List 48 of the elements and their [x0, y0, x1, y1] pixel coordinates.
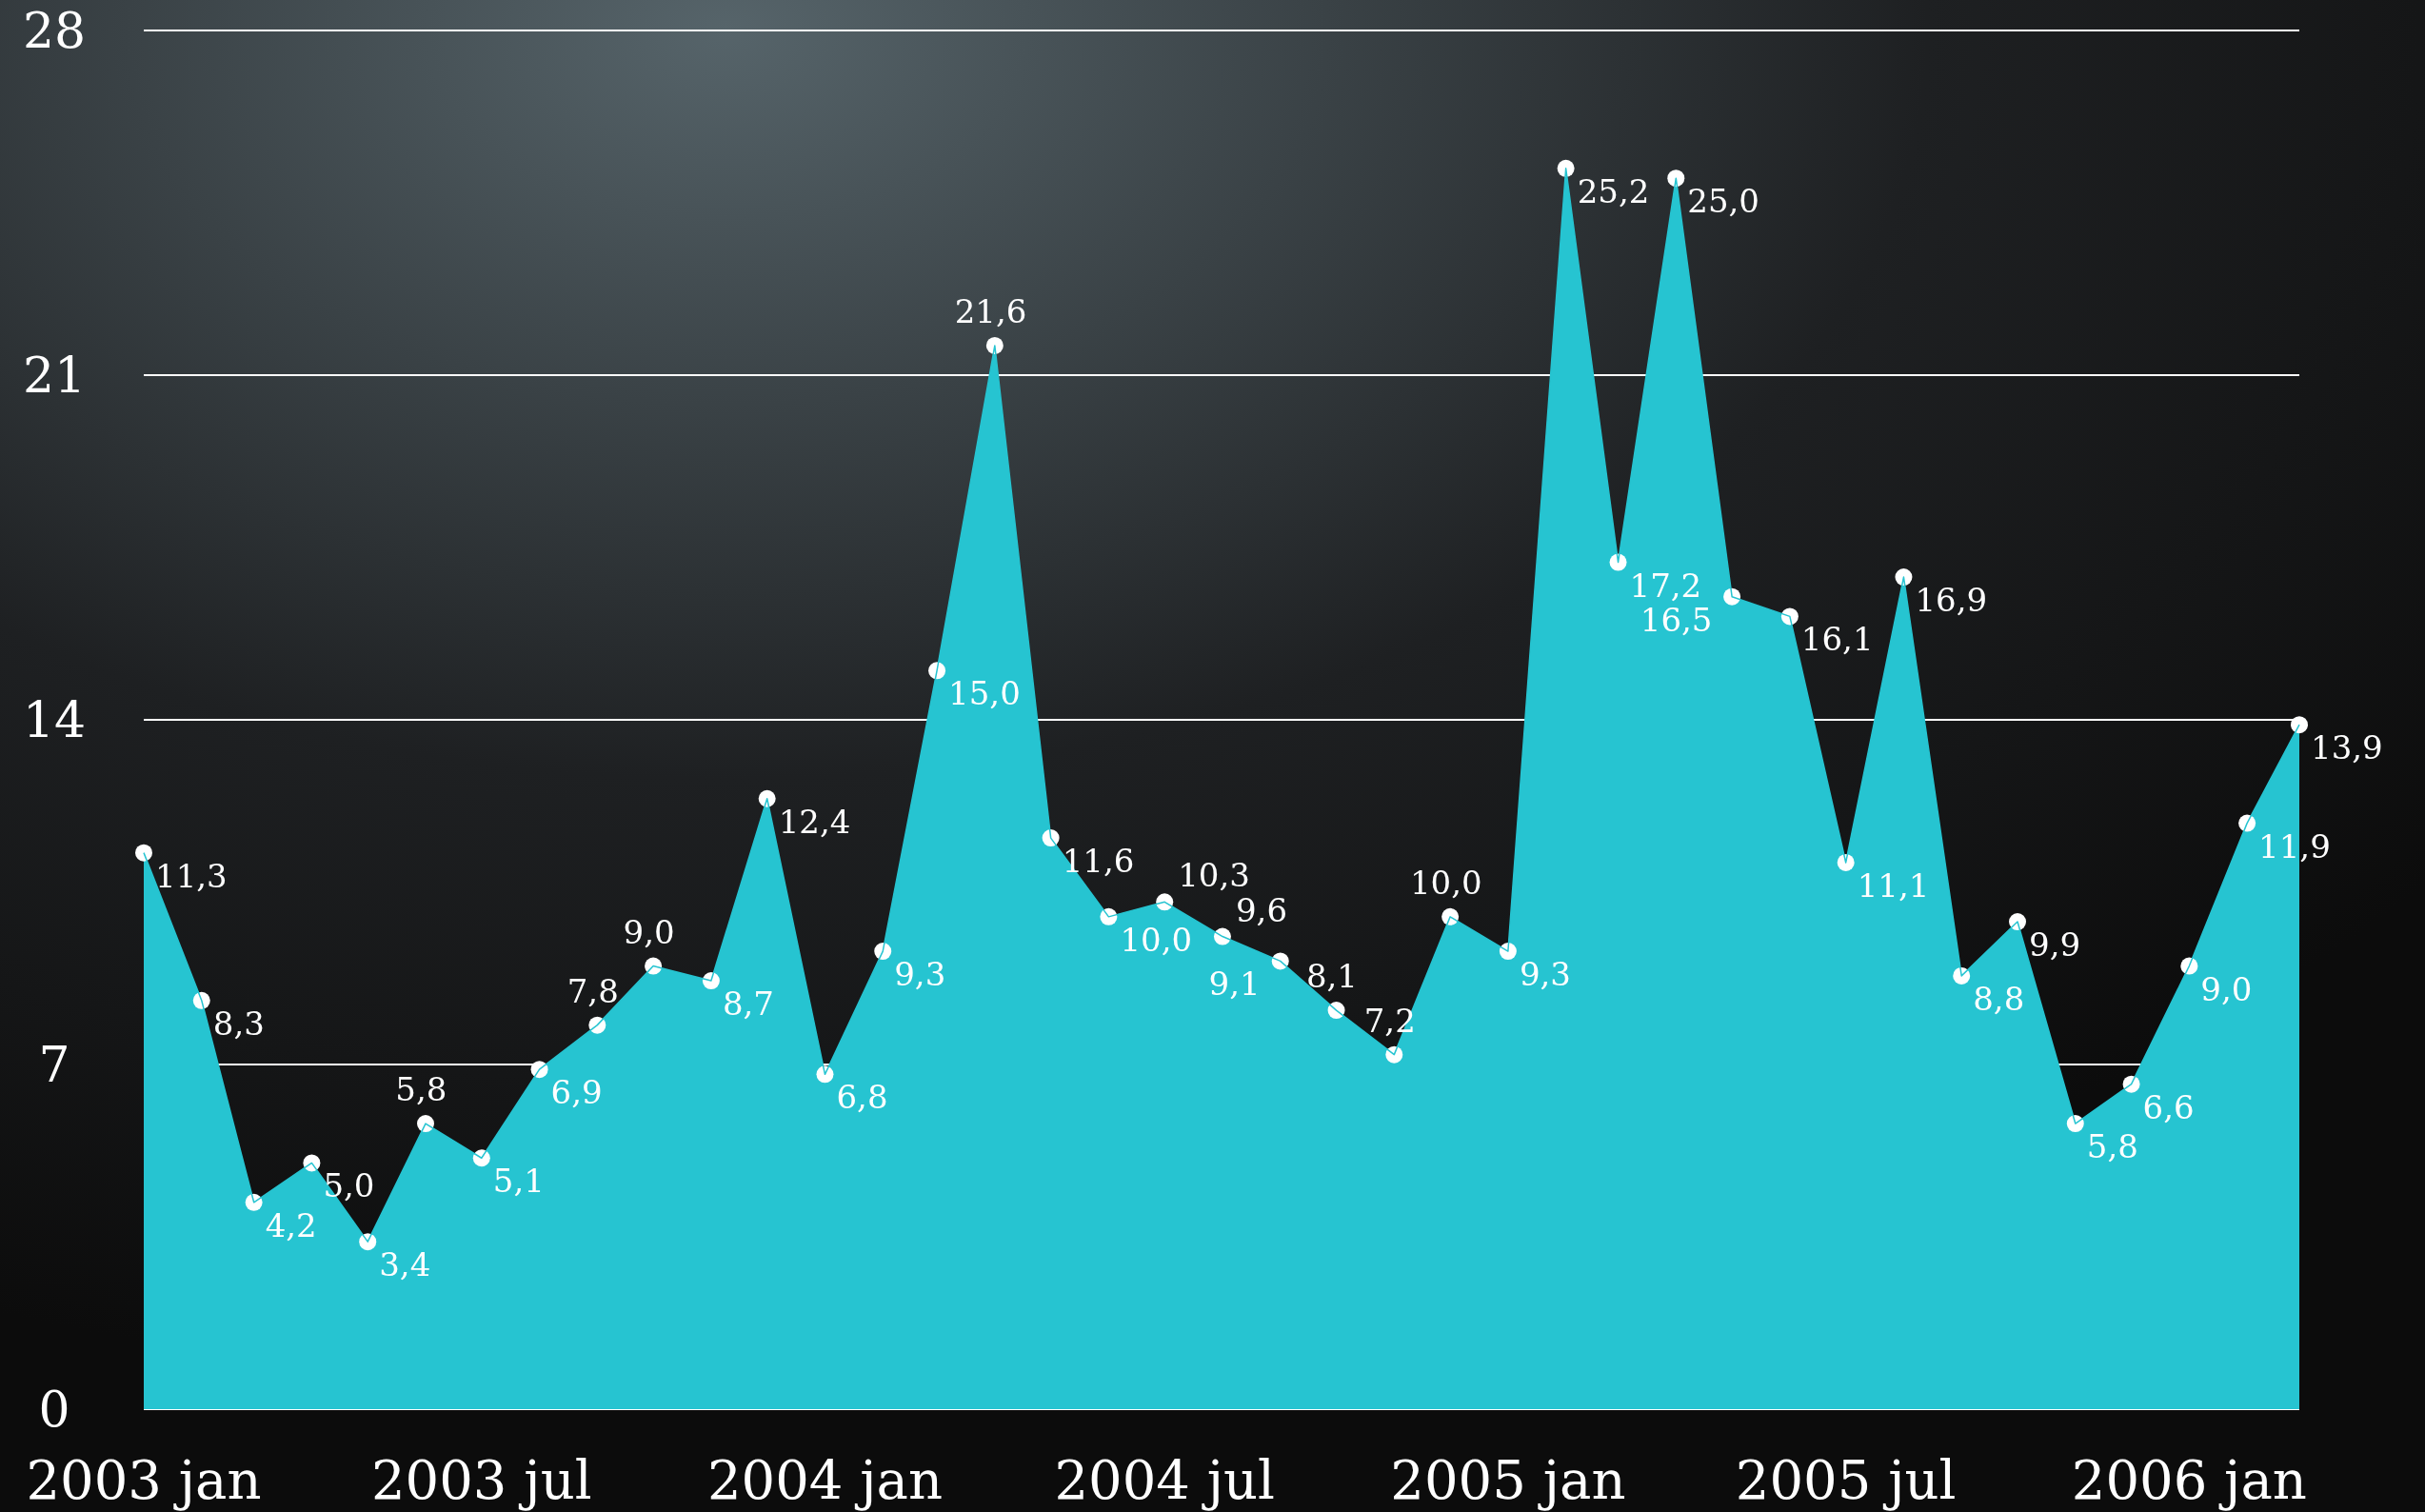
data-label: 7,8 — [566, 971, 619, 1010]
data-label: 16,9 — [1915, 581, 1988, 620]
x-tick-label: 2003 jul — [370, 1449, 592, 1511]
data-label: 6,9 — [550, 1073, 603, 1112]
data-label: 11,1 — [1857, 865, 1930, 905]
data-label: 4,2 — [265, 1205, 317, 1244]
point — [135, 844, 152, 862]
x-tick-label: 2005 jan — [1390, 1449, 1626, 1511]
data-label: 6,6 — [2142, 1087, 2195, 1126]
x-tick-label: 2004 jan — [706, 1449, 944, 1511]
data-label: 21,6 — [954, 291, 1027, 330]
data-label: 6,8 — [836, 1078, 888, 1117]
data-label: 9,9 — [2029, 925, 2081, 965]
data-label: 11,3 — [155, 856, 228, 895]
data-label: 13,9 — [2311, 728, 2383, 767]
data-label: 16,1 — [1800, 620, 1874, 659]
data-label: 9,1 — [1208, 965, 1261, 1004]
data-label: 8,3 — [212, 1004, 265, 1043]
data-label: 8,7 — [722, 985, 774, 1024]
data-label: 5,0 — [323, 1166, 375, 1205]
data-label: 3,4 — [379, 1245, 431, 1284]
point — [2291, 716, 2308, 734]
data-label: 10,0 — [1409, 863, 1482, 902]
x-tick-label: 2003 jan — [26, 1449, 262, 1511]
data-label: 12,4 — [778, 802, 851, 841]
point — [985, 336, 1004, 354]
data-label: 11,6 — [1062, 842, 1135, 881]
x-tick-label: 2006 jan — [2071, 1449, 2307, 1511]
y-tick-label: 28 — [22, 2, 87, 60]
x-tick-label: 2005 jul — [1735, 1449, 1957, 1511]
data-label: 9,0 — [2200, 969, 2253, 1008]
data-label: 25,0 — [1687, 182, 1760, 221]
data-label: 8,1 — [1305, 957, 1359, 996]
data-label: 9,3 — [1519, 955, 1571, 994]
data-label: 9,0 — [623, 912, 675, 951]
data-label: 5,1 — [492, 1162, 545, 1201]
y-tick-label: 14 — [22, 691, 87, 749]
y-tick-label: 0 — [38, 1381, 70, 1439]
data-label: 5,8 — [395, 1070, 447, 1109]
data-label: 15,0 — [948, 674, 1021, 713]
data-label: 10,0 — [1120, 920, 1193, 959]
y-tick-label: 7 — [38, 1036, 70, 1094]
y-tick-label: 21 — [22, 347, 87, 405]
data-label: 25,2 — [1577, 171, 1650, 210]
x-tick-label: 2004 jul — [1054, 1449, 1276, 1511]
data-label: 5,8 — [2086, 1127, 2138, 1166]
data-label: 8,8 — [1973, 979, 2025, 1018]
data-label: 9,3 — [894, 955, 946, 994]
